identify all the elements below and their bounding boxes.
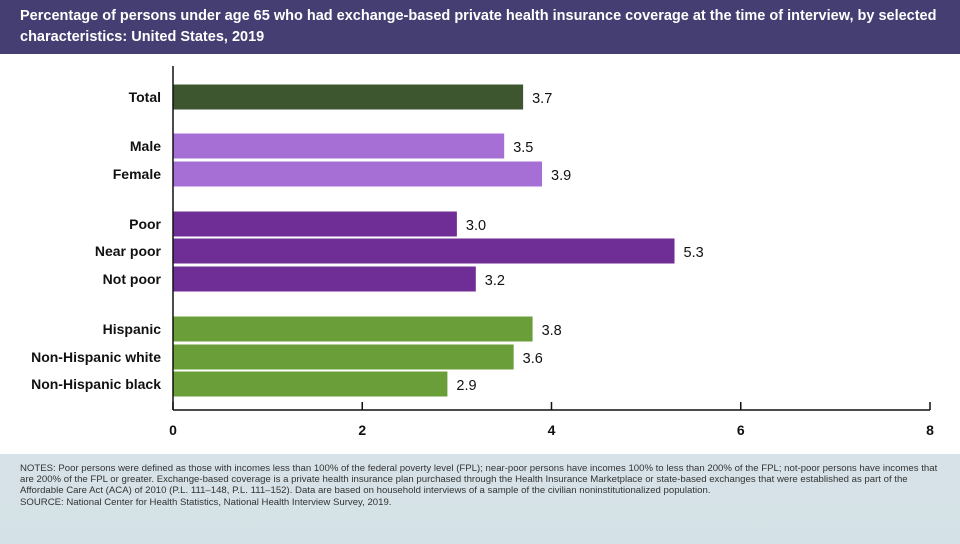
bar-poor: [173, 211, 457, 237]
value-label-non-hispanic-black: 2.9: [456, 378, 476, 394]
chart-title-banner: Percentage of persons under age 65 who h…: [0, 0, 960, 54]
x-tick-label-0: 0: [169, 422, 177, 438]
value-label-near-poor: 5.3: [684, 245, 704, 261]
value-label-non-hispanic-white: 3.6: [523, 351, 543, 367]
value-label-not-poor: 3.2: [485, 273, 505, 289]
bar-not-poor: [173, 266, 476, 292]
value-label-poor: 3.0: [466, 218, 486, 234]
bar-chart: Total 3.7 Male 3.5 Female 3.9 Poor 3.0 Near poor…: [0, 54, 960, 454]
category-label-non-hispanic-black: Non-Hispanic black: [31, 376, 161, 392]
notes-section: NOTES: Poor persons were defined as thos…: [20, 463, 945, 508]
x-tick-label-4: 4: [548, 422, 556, 438]
category-label-total: Total: [129, 89, 161, 105]
x-tick-label-8: 8: [926, 422, 934, 438]
value-label-hispanic: 3.8: [542, 323, 562, 339]
bar-total: [173, 84, 524, 110]
category-label-female: Female: [113, 166, 161, 182]
notes-text: NOTES: Poor persons were defined as thos…: [20, 463, 938, 497]
bar-female: [173, 161, 543, 187]
chart-title: Percentage of persons under age 65 who h…: [20, 8, 937, 45]
bar-male: [173, 133, 505, 159]
value-label-female: 3.9: [551, 168, 571, 184]
value-label-total: 3.7: [532, 91, 552, 107]
category-label-poor: Poor: [129, 216, 161, 232]
category-label-not-poor: Not poor: [103, 271, 162, 287]
category-label-male: Male: [130, 138, 161, 154]
bar-non-hispanic-white: [173, 344, 514, 370]
bar-hispanic: [173, 316, 533, 342]
x-tick-label-6: 6: [737, 422, 745, 438]
category-label-non-hispanic-white: Non-Hispanic white: [31, 349, 161, 365]
source-text: SOURCE: National Center for Health Stati…: [20, 496, 392, 508]
category-label-near-poor: Near poor: [95, 243, 162, 259]
x-tick-label-2: 2: [358, 422, 366, 438]
category-label-hispanic: Hispanic: [103, 321, 162, 337]
value-label-male: 3.5: [513, 140, 533, 156]
bar-non-hispanic-black: [173, 371, 448, 397]
bar-near-poor: [173, 238, 675, 264]
